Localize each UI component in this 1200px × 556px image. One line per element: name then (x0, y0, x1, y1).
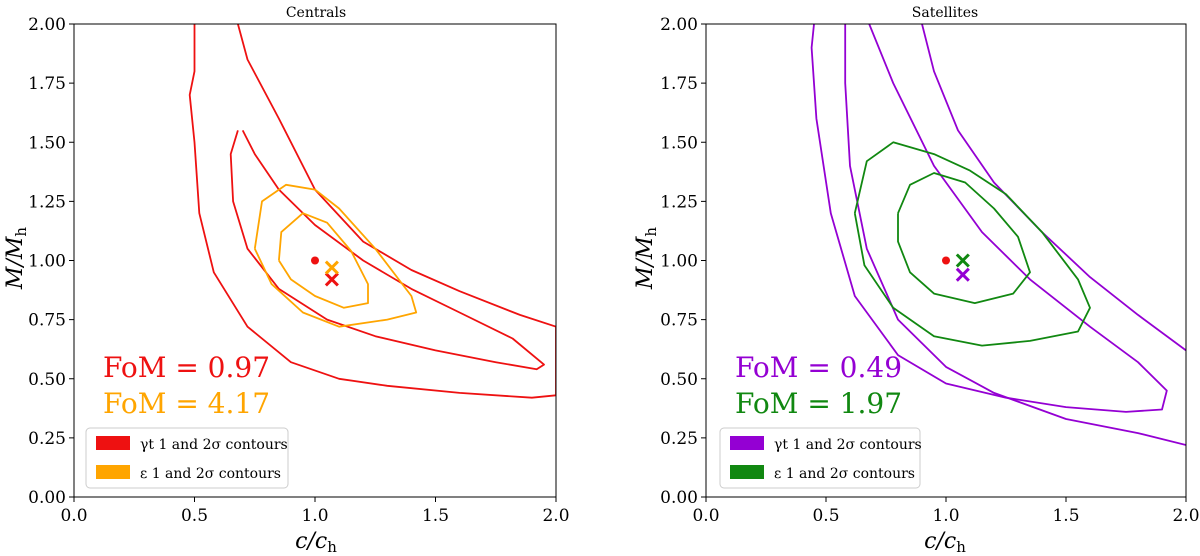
y-tick-label: 0.50 (28, 370, 66, 390)
x-tick-label: 0.5 (812, 506, 839, 526)
fom-epsilon-label: FoM = 1.97 (735, 387, 902, 420)
y-axis-title: M/Mh (3, 227, 30, 290)
legend: γt 1 and 2σ contours ε 1 and 2σ contours (719, 427, 922, 489)
legend-swatch-epsilon (730, 465, 764, 479)
contour-line-gamma-1 (229, 129, 545, 371)
y-tick-label: 1.50 (660, 133, 698, 153)
contour-line-gamma-2 (844, 24, 1186, 446)
x-tick-label: 1.0 (301, 506, 328, 526)
contour-group (188, 24, 556, 399)
marker-stroke (955, 267, 970, 282)
y-tick-label: 1.25 (660, 192, 698, 212)
y-tick-label: 0.50 (660, 370, 698, 390)
x-tick-label: 2.0 (1172, 506, 1199, 526)
y-tick-label: 1.75 (28, 74, 66, 94)
best-fit-marker-epsilon (955, 253, 970, 268)
y-tick-label: 0.00 (660, 488, 698, 508)
panel-satellites: Satellites 0.0 0.5 1.0 1.5 2.00.000.250.500.… (633, 5, 1200, 556)
legend-label-gamma: γt 1 and 2σ contours (774, 437, 922, 453)
panel-title: Centrals (286, 5, 346, 21)
x-axis-title: c/ch (295, 529, 337, 556)
legend-label-gamma: γt 1 and 2σ contours (140, 437, 288, 453)
legend-label-epsilon: ε 1 and 2σ contours (774, 466, 915, 482)
x-tick-label: 0.0 (692, 506, 719, 526)
truth-point (311, 256, 319, 265)
contour-line-epsilon-1 (278, 212, 369, 309)
x-tick-label: 1.5 (1052, 506, 1079, 526)
marker-stroke (955, 253, 970, 268)
y-tick-label: 1.25 (28, 192, 66, 212)
legend-label-epsilon: ε 1 and 2σ contours (140, 466, 281, 482)
y-tick-label: 0.75 (660, 311, 698, 331)
x-tick-label: 2.0 (542, 506, 569, 526)
x-tick-label: 0.5 (181, 506, 208, 526)
best-fit-marker-epsilon (324, 260, 339, 275)
fom-gamma-label: FoM = 0.49 (735, 351, 902, 384)
legend-swatch-gamma (96, 436, 130, 450)
legend-swatch-gamma (730, 436, 764, 450)
contour-line-epsilon-2 (853, 141, 1091, 347)
legend: γt 1 and 2σ contours ε 1 and 2σ contours (85, 427, 289, 489)
axis-ticks: 0.0 0.5 1.0 1.5 2.0 0.00 0.25 0.50 0.75 1.00 1.25 1… (660, 15, 1199, 526)
contour-line-gamma-2 (188, 24, 556, 399)
y-tick-label: 1.75 (660, 74, 698, 94)
legend-box (85, 427, 289, 489)
marker-stroke (324, 260, 339, 275)
axis-ticks: 0.0 0.5 1.0 1.5 2.0 0.00 0.25 0.50 0.75 1.00 1.25 1… (28, 15, 569, 526)
best-fit-marker-gamma (324, 272, 339, 287)
plot-area (73, 23, 557, 498)
panel-title: Satellites (912, 5, 978, 21)
legend-swatch-epsilon (96, 465, 130, 479)
legend-box (719, 427, 921, 489)
contour-line-gamma-1 (810, 24, 1168, 413)
truth-point (942, 256, 950, 265)
marker-stroke (324, 272, 339, 287)
y-tick-label: 1.00 (28, 252, 66, 272)
contour-line-epsilon-2 (253, 183, 418, 328)
x-tick-label: 1.5 (422, 506, 449, 526)
y-tick-label: 0.25 (28, 429, 66, 449)
y-tick-label: 2.00 (28, 15, 66, 35)
y-tick-label: 0.00 (28, 488, 66, 508)
contour-line-epsilon-1 (897, 172, 1031, 304)
fom-epsilon-label: FoM = 4.17 (103, 387, 270, 420)
panel-centrals: Centrals 0.0 0.5 1.0 1.5 2.0 0.00 0.25 0.50 0.75… (3, 5, 570, 556)
y-tick-label: 2.00 (660, 15, 698, 35)
y-tick-label: 0.25 (660, 429, 698, 449)
fom-gamma-label: FoM = 0.97 (103, 351, 270, 384)
x-tick-label: 1.0 (932, 506, 959, 526)
y-axis-title: M/Mh (633, 227, 660, 290)
contour-line-gamma-3 (921, 24, 1186, 352)
y-tick-label: 1.50 (28, 133, 66, 153)
y-tick-label: 0.75 (28, 311, 66, 331)
plot-area (705, 23, 1187, 498)
contour-group (810, 24, 1186, 446)
x-axis-title: c/ch (924, 529, 966, 556)
x-tick-label: 0.0 (60, 506, 87, 526)
best-fit-marker-gamma (955, 267, 970, 282)
y-tick-label: 1.00 (660, 252, 698, 272)
